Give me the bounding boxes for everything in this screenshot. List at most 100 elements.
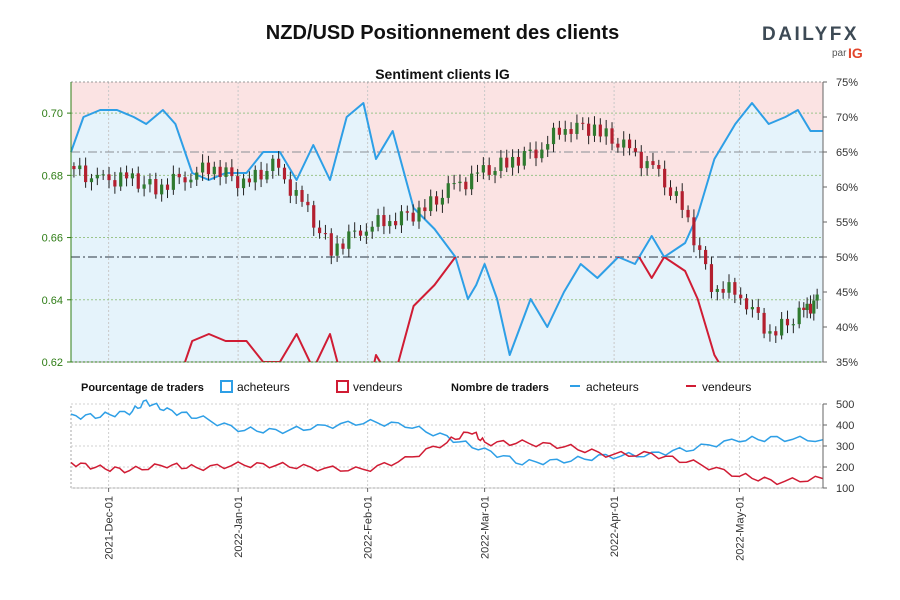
- candle-body: [739, 294, 743, 299]
- candle-body: [668, 187, 673, 196]
- candle-body: [142, 184, 146, 189]
- candle-body: [805, 303, 809, 311]
- candle-body: [119, 172, 123, 187]
- right-tick-label: 70%: [836, 112, 858, 124]
- x-tick-label: 2022-May-01: [734, 496, 746, 561]
- sellers-pct-line: [71, 257, 720, 362]
- candle-body: [633, 148, 638, 152]
- brand-par: par: [832, 48, 847, 59]
- candle-body: [218, 166, 222, 177]
- candle-body: [505, 157, 509, 168]
- candle-body: [464, 181, 468, 190]
- candle-body: [604, 128, 608, 137]
- count-axes: 100 200 300 400 500: [822, 399, 854, 495]
- candle-body: [130, 173, 135, 179]
- candle-body: [510, 156, 515, 168]
- candle-body: [417, 207, 421, 222]
- candle-body: [663, 168, 667, 188]
- candle-body: [423, 207, 427, 212]
- candle-body: [493, 170, 497, 175]
- legend-pct-buyers: acheteurs: [220, 380, 290, 396]
- x-tick-label: 2022-Mar-01: [480, 496, 492, 559]
- legend-count-title: Nombre de traders: [451, 382, 549, 394]
- reference-lines: [71, 151, 823, 258]
- candle-body: [587, 123, 591, 136]
- candle-body: [546, 144, 550, 150]
- count-tick-label: 400: [836, 420, 854, 432]
- candle-body: [756, 307, 760, 313]
- count-tick-label: 300: [836, 441, 854, 453]
- candle-body: [551, 127, 556, 145]
- candle-body: [411, 212, 415, 222]
- candle-body: [674, 191, 678, 196]
- candle-body: [516, 156, 521, 166]
- candle-body: [124, 172, 129, 179]
- candle-body: [89, 178, 94, 183]
- candle-body: [335, 243, 339, 256]
- candle-body: [253, 169, 257, 183]
- candle-body: [698, 245, 702, 250]
- candle-body: [791, 324, 795, 326]
- candle-body: [288, 179, 292, 196]
- candle-body: [557, 127, 561, 135]
- right-tick-label: 40%: [836, 322, 858, 334]
- candle-body: [259, 169, 263, 180]
- legend-buyers-swatch: [220, 380, 233, 393]
- candle-body: [78, 165, 82, 170]
- candle-body: [812, 300, 816, 314]
- candle-body: [101, 174, 105, 176]
- candle-body: [358, 230, 363, 236]
- candle-body: [265, 171, 269, 180]
- candle-body: [704, 249, 708, 265]
- candle-body: [575, 122, 579, 134]
- left-tick-label: 0.66: [42, 233, 63, 245]
- right-tick-label: 45%: [836, 287, 858, 299]
- candle-body: [341, 243, 345, 249]
- brand-logo: DAILYFX par IG: [762, 24, 872, 64]
- candle-body: [598, 124, 602, 137]
- candle-body: [569, 129, 573, 134]
- candle-body: [160, 184, 164, 195]
- candle-body: [165, 184, 170, 190]
- candle-body: [452, 183, 456, 185]
- legend-sellers-line: [686, 385, 696, 387]
- legend-sellers-swatch: [336, 380, 349, 393]
- candle-body: [458, 181, 462, 184]
- legend-pct-title: Pourcentage de traders: [81, 382, 204, 394]
- candle-body: [627, 139, 632, 149]
- candle-body: [780, 318, 784, 336]
- right-tick-label: 65%: [836, 147, 858, 159]
- x-tick-label: 2021-Dec-01: [104, 496, 116, 560]
- candle-body: [797, 307, 801, 325]
- candle-body: [651, 161, 655, 166]
- candle-body: [768, 331, 772, 334]
- candle-body: [183, 177, 187, 183]
- candle-body: [224, 167, 228, 177]
- right-tick-label: 60%: [836, 182, 858, 194]
- candle-body: [692, 217, 696, 246]
- candle-body: [241, 178, 246, 189]
- candle-body: [72, 166, 76, 170]
- candle-body: [481, 165, 485, 173]
- left-tick-label: 0.70: [42, 108, 63, 120]
- candle-body: [271, 158, 275, 172]
- candle-body: [581, 122, 585, 124]
- x-tick-label: 2022-Feb-01: [363, 496, 375, 559]
- main-axes: 0.62 0.64 0.66 0.68 0.70 35% 40% 45% 50% 55% 60% 65…: [42, 77, 859, 369]
- candle-body: [230, 167, 234, 177]
- legend-count-buyers: acheteurs: [570, 380, 639, 396]
- candle-body: [622, 139, 626, 148]
- candle-body: [171, 173, 175, 190]
- candle-body: [610, 128, 614, 144]
- candle-body: [815, 294, 819, 301]
- candle-body: [247, 178, 251, 183]
- candle-body: [113, 180, 117, 187]
- candle-body: [785, 318, 790, 326]
- date-axis: 2021-Dec-01 2022-Jan-01 2022-Feb-01 2022-Ma…: [104, 488, 746, 561]
- candle-body: [528, 149, 532, 152]
- sellers-count-line: [70, 431, 824, 486]
- candle-body: [522, 151, 526, 166]
- candle-body: [399, 211, 404, 226]
- candle-body: [680, 191, 684, 210]
- count-tick-label: 100: [836, 483, 854, 495]
